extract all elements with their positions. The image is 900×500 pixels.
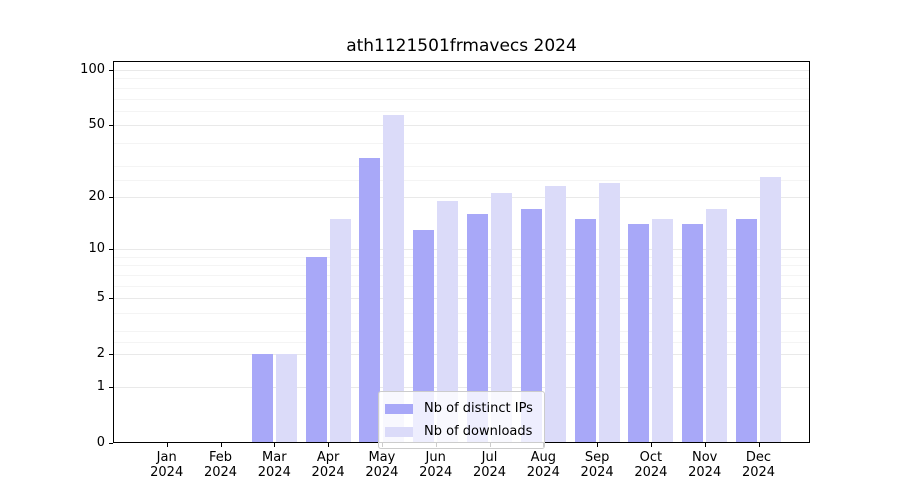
- y-tick-label-50: 50: [88, 117, 105, 133]
- gridline-minor: [114, 179, 809, 181]
- bar-distinct-ips-aug: [520, 209, 542, 442]
- gridline-major: [114, 249, 809, 251]
- bar-downloads-dec: [760, 176, 781, 442]
- y-tick-label-20: 20: [88, 188, 105, 204]
- x-tick-label-apr: Apr 2024: [311, 450, 345, 480]
- y-tick-label-100: 100: [80, 62, 105, 78]
- gridline-major: [114, 196, 809, 198]
- bar-downloads-apr: [329, 218, 351, 442]
- gridline-minor: [114, 142, 809, 144]
- gridline-minor: [114, 87, 809, 89]
- bar-distinct-ips-jun: [413, 229, 435, 442]
- bar-downloads-oct: [652, 218, 674, 442]
- gridline-minor: [114, 312, 809, 314]
- gridline-minor: [114, 330, 809, 332]
- bar-distinct-ips-mar: [251, 354, 273, 442]
- gridline-major: [114, 70, 809, 72]
- bar-distinct-ips-may: [359, 158, 381, 442]
- legend-swatch-distinct-ips: [385, 403, 413, 414]
- y-tick-label-1: 1: [96, 378, 105, 394]
- gridline-major: [114, 354, 809, 356]
- x-tick-label-jul: Jul 2024: [472, 450, 507, 480]
- plot-area: [113, 61, 810, 443]
- y-tick: [109, 386, 113, 388]
- x-tick: [166, 443, 168, 447]
- gridline-minor: [114, 341, 809, 343]
- gridline-minor: [114, 285, 809, 287]
- gridline-minor: [114, 274, 809, 276]
- legend-swatch-downloads: [385, 426, 413, 437]
- y-tick-label-10: 10: [88, 241, 105, 257]
- y-tick: [109, 70, 113, 72]
- y-tick: [109, 125, 113, 127]
- x-tick-label-jan: Jan 2024: [150, 450, 184, 480]
- x-tick: [597, 443, 599, 447]
- bar-downloads-mar: [275, 354, 297, 442]
- bar-downloads-jul: [491, 193, 512, 442]
- bar-downloads-aug: [544, 186, 566, 442]
- gridline-minor: [114, 256, 809, 258]
- bar-distinct-ips-dec: [736, 218, 757, 442]
- legend-label-downloads: Nb of downloads: [424, 424, 533, 439]
- legend-label-distinct-ips: Nb of distinct IPs: [424, 401, 533, 416]
- y-tick: [109, 196, 113, 198]
- x-tick: [220, 443, 222, 447]
- legend-item-downloads: Nb of downloads: [385, 420, 533, 443]
- bar-downloads-jun: [437, 200, 459, 442]
- y-tick-label-2: 2: [96, 346, 105, 362]
- x-tick: [274, 443, 276, 447]
- bar-downloads-sep: [598, 182, 620, 442]
- bar-distinct-ips-oct: [628, 224, 650, 442]
- gridline-major: [114, 298, 809, 300]
- x-tick: [328, 443, 330, 447]
- x-tick: [758, 443, 760, 447]
- gridline-minor: [114, 110, 809, 112]
- x-tick-label-nov: Nov 2024: [688, 450, 722, 480]
- x-tick: [704, 443, 706, 447]
- y-tick: [109, 443, 113, 444]
- y-tick: [109, 249, 113, 251]
- x-tick-label-jun: Jun 2024: [419, 450, 453, 480]
- bar-distinct-ips-nov: [682, 224, 704, 442]
- bar-distinct-ips-apr: [305, 256, 327, 442]
- x-tick-label-sep: Sep 2024: [580, 450, 614, 480]
- y-tick: [109, 354, 113, 356]
- gridline-major: [114, 386, 809, 388]
- bar-downloads-nov: [706, 209, 728, 442]
- x-tick-label-oct: Oct 2024: [634, 450, 668, 480]
- gridline-minor: [114, 165, 809, 167]
- x-tick-label-mar: Mar 2024: [257, 450, 291, 480]
- x-tick-label-aug: Aug 2024: [526, 450, 560, 480]
- bar-distinct-ips-sep: [574, 218, 596, 442]
- legend: Nb of distinct IPs Nb of downloads: [378, 391, 545, 449]
- x-tick-label-dec: Dec 2024: [741, 450, 776, 480]
- x-tick-label-feb: Feb 2024: [203, 450, 238, 480]
- chart-title: ath1121501frmavecs 2024: [346, 36, 577, 56]
- gridline-minor: [114, 78, 809, 80]
- legend-item-distinct-ips: Nb of distinct IPs: [385, 397, 533, 420]
- bar-distinct-ips-jul: [467, 214, 488, 442]
- y-tick-label-5: 5: [96, 290, 105, 306]
- gridline-minor: [114, 265, 809, 267]
- gridline-minor: [114, 98, 809, 100]
- gridline-major: [114, 125, 809, 127]
- y-tick: [109, 298, 113, 300]
- x-tick-label-may: May 2024: [365, 450, 399, 480]
- x-tick: [650, 443, 652, 447]
- bar-downloads-may: [383, 114, 405, 442]
- y-tick-label-0: 0: [96, 435, 105, 450]
